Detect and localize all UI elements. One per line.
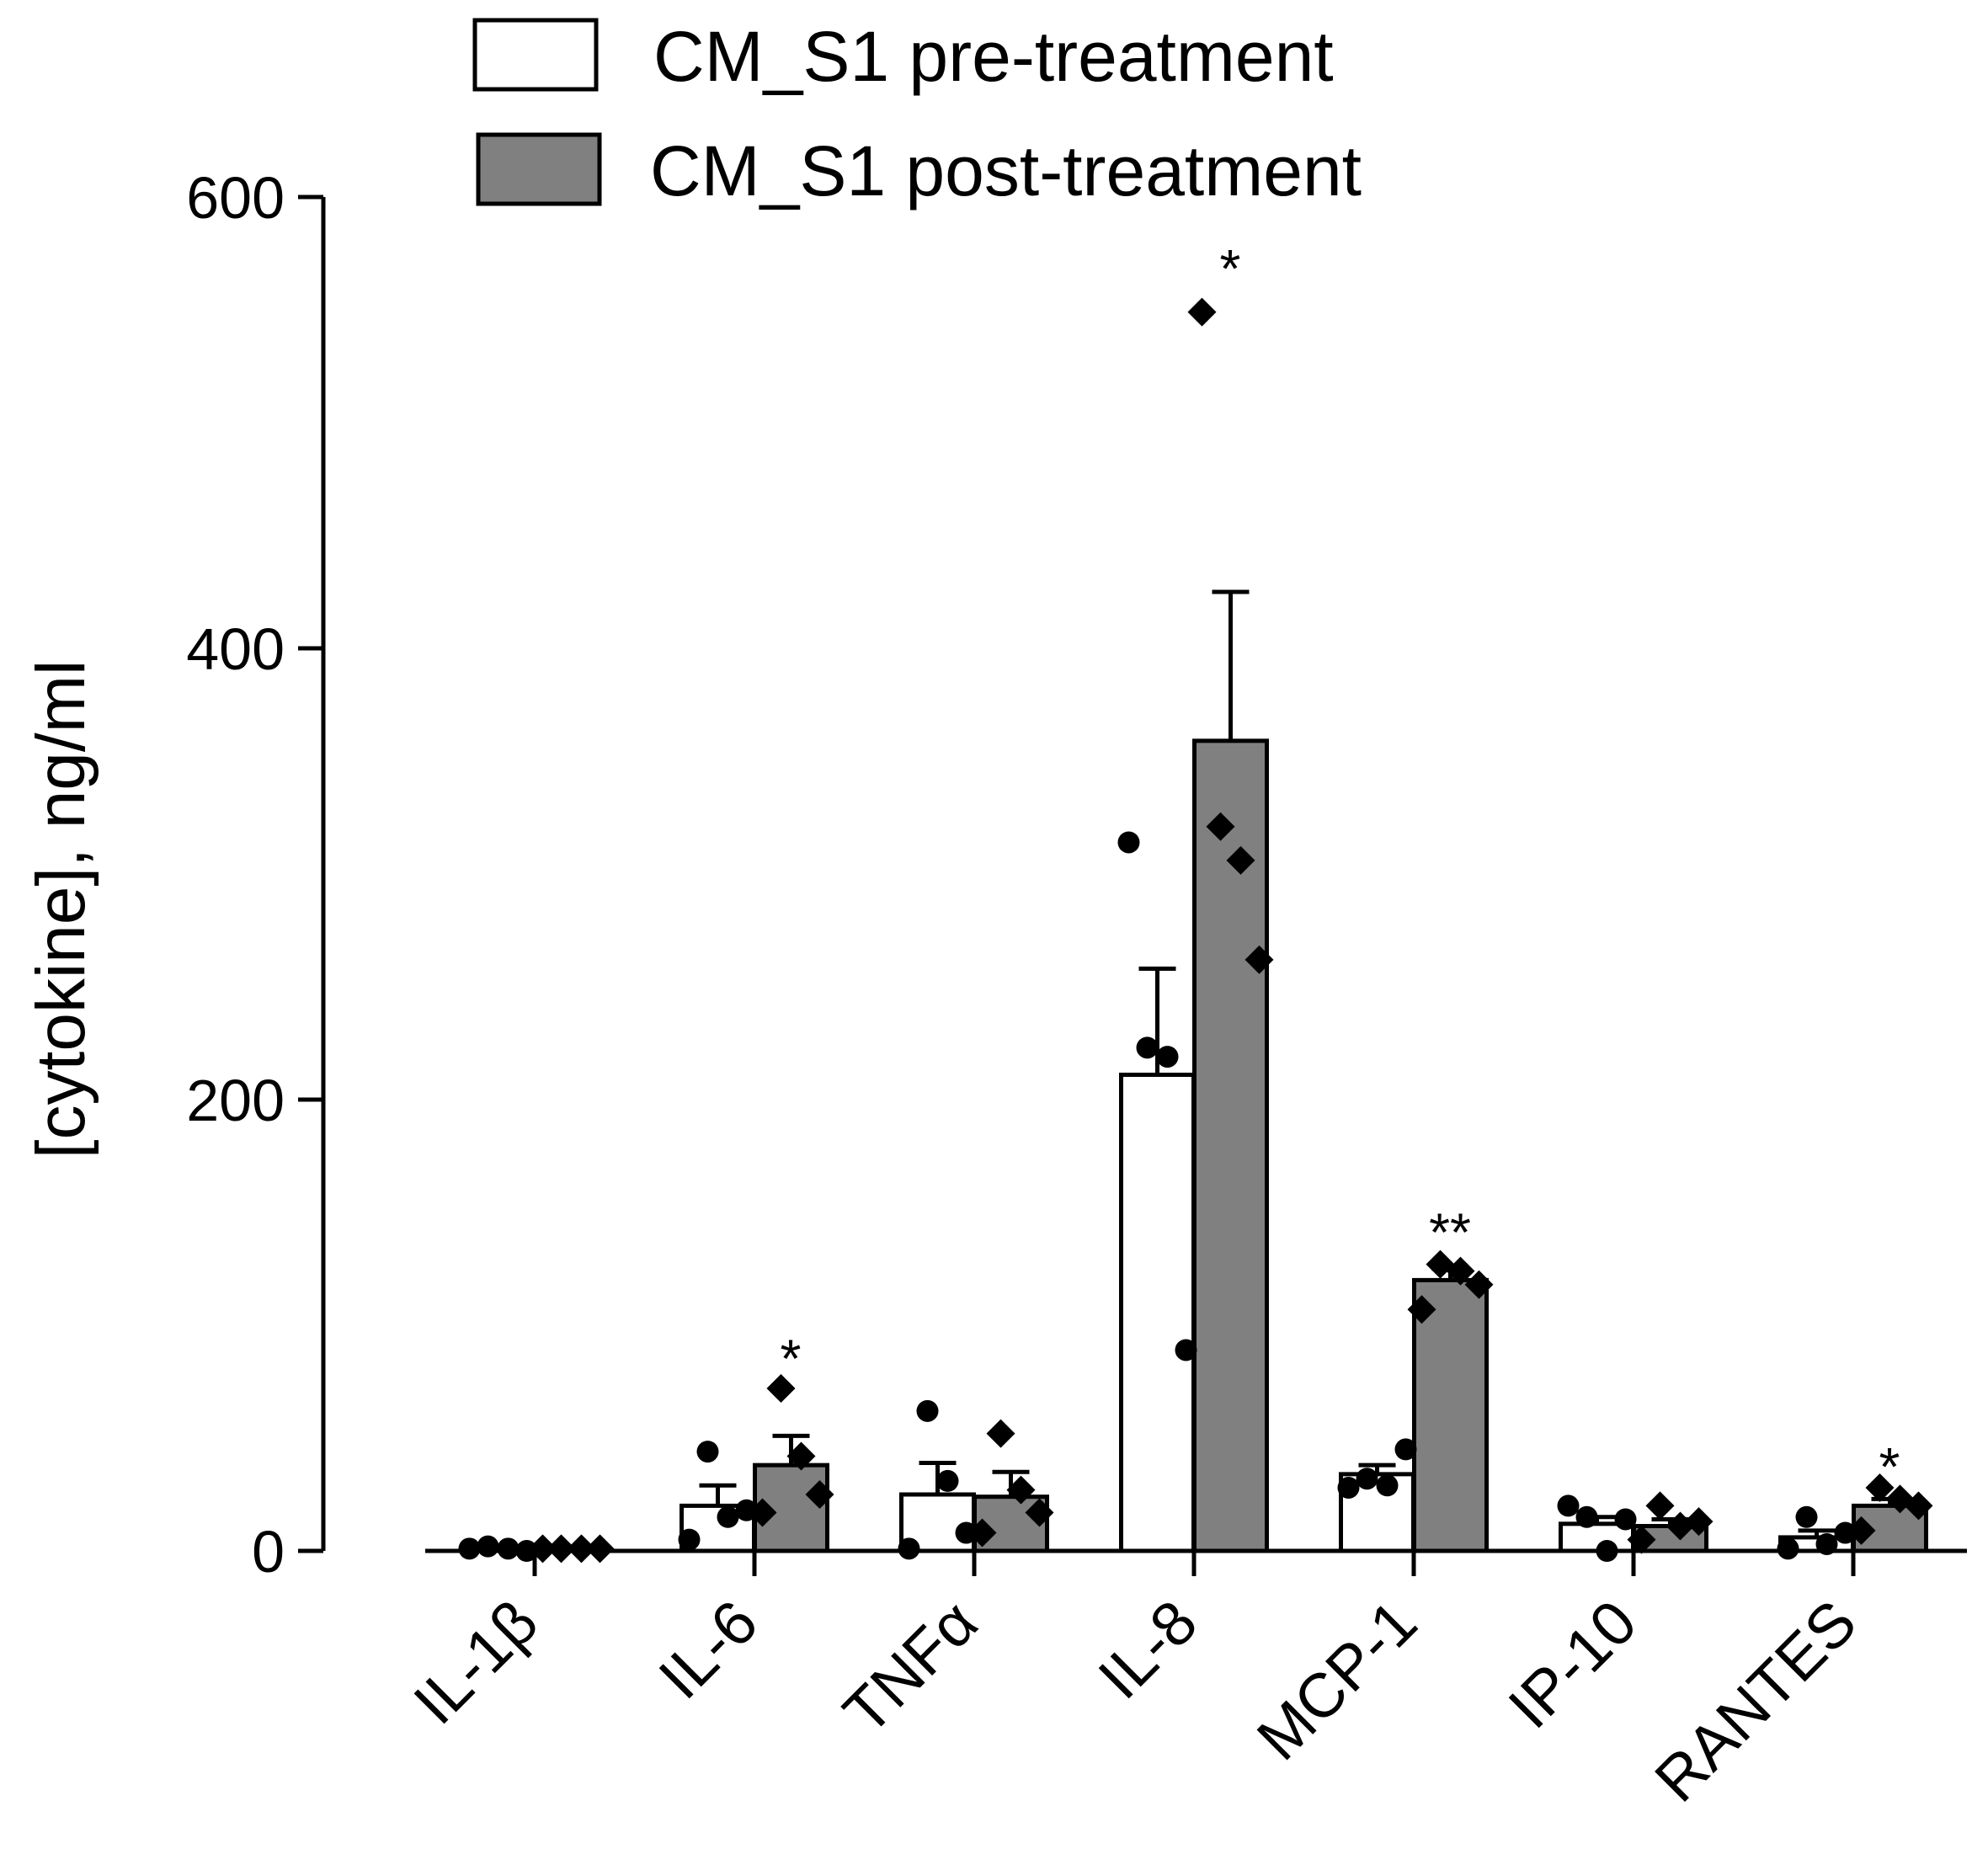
data-point-pre (1777, 1537, 1799, 1560)
data-point-post (1645, 1491, 1675, 1521)
data-point-pre (1136, 1036, 1159, 1059)
legend-swatch-pre-treatment (472, 18, 599, 92)
data-point-post (967, 1518, 997, 1548)
data-point-pre (1394, 1438, 1417, 1461)
data-point-post (585, 1534, 615, 1564)
data-point-pre (497, 1537, 520, 1560)
legend-label-post-treatment: CM_S1 post-treatment (650, 131, 1362, 210)
data-point-post (986, 1419, 1015, 1448)
data-point-pre (1337, 1476, 1360, 1499)
bar-il-8-pre (1119, 1073, 1196, 1553)
data-point-post (546, 1534, 576, 1564)
data-point-post (1684, 1507, 1714, 1537)
data-point-post (1446, 1256, 1475, 1286)
data-point-layer (458, 297, 1933, 1564)
x-tick-label-mcp-1: MCP-1 (1244, 1587, 1431, 1774)
x-tick-label-il-1: IL-1β (400, 1587, 551, 1738)
legend: CM_S1 pre-treatment CM_S1 post-treatment (472, 17, 1362, 210)
data-point-pre (1117, 831, 1140, 854)
data-point-pre (898, 1537, 920, 1560)
data-point-pre (1175, 1339, 1197, 1361)
x-tick-label-tnf: TNFα (830, 1587, 991, 1748)
bar-layer (460, 738, 1928, 1553)
y-tick-label: 0 (252, 1519, 285, 1585)
y-tick-label: 200 (186, 1068, 285, 1133)
data-point-post (1006, 1475, 1036, 1505)
data-point-post (766, 1374, 796, 1404)
x-tick-label-rantes: RANTES (1641, 1587, 1869, 1815)
significance-marker-il-6: * (781, 1328, 802, 1388)
data-point-post (1407, 1295, 1436, 1324)
data-point-post (1865, 1473, 1895, 1502)
data-point-pre (1795, 1505, 1818, 1528)
data-point-pre (916, 1399, 939, 1422)
data-point-pre (1356, 1468, 1378, 1490)
data-point-pre (696, 1441, 719, 1463)
y-tick-label: 400 (186, 616, 285, 682)
data-point-pre (717, 1505, 739, 1528)
data-point-post (748, 1498, 777, 1527)
data-point-pre (1376, 1474, 1399, 1497)
data-point-post (1206, 812, 1235, 841)
significance-marker-mcp-1: ** (1429, 1201, 1471, 1262)
data-point-pre (458, 1537, 481, 1560)
data-point-post (1187, 297, 1217, 327)
data-point-post (1904, 1491, 1933, 1521)
y-axis-title: [cytokine], ng/ml (23, 660, 99, 1159)
data-point-post (786, 1441, 816, 1471)
x-tick-label-il-8: IL-8 (1085, 1587, 1210, 1713)
data-point-pre (1575, 1505, 1598, 1528)
y-axis: 0 200 400 600 (186, 165, 326, 1585)
data-point-pre (936, 1469, 959, 1492)
data-point-post (1627, 1525, 1656, 1554)
legend-label-pre-treatment: CM_S1 pre-treatment (653, 17, 1334, 96)
data-point-pre (1614, 1508, 1637, 1531)
data-point-post (1244, 945, 1274, 974)
x-tick-label-ip-10: IP-10 (1495, 1587, 1650, 1742)
data-point-post (1025, 1498, 1054, 1527)
legend-swatch-post-treatment (476, 132, 602, 206)
significance-marker-rantes: * (1879, 1436, 1900, 1497)
significance-marker-il-8: * (1220, 238, 1241, 299)
data-point-post (1847, 1516, 1876, 1545)
data-point-pre (477, 1535, 499, 1558)
data-point-pre (1156, 1046, 1179, 1068)
significance-layer: ***** (781, 238, 1900, 1497)
data-point-post (1464, 1270, 1494, 1299)
data-point-pre (955, 1521, 978, 1544)
bar-mcp-1-post (1412, 1277, 1489, 1553)
data-point-pre (678, 1528, 701, 1551)
x-tick-label-il-6: IL-6 (645, 1587, 770, 1713)
data-point-post (805, 1480, 834, 1509)
data-point-post (1226, 845, 1255, 875)
data-point-post (567, 1534, 596, 1564)
data-point-pre (1557, 1494, 1580, 1517)
y-tick-label: 600 (186, 165, 285, 231)
